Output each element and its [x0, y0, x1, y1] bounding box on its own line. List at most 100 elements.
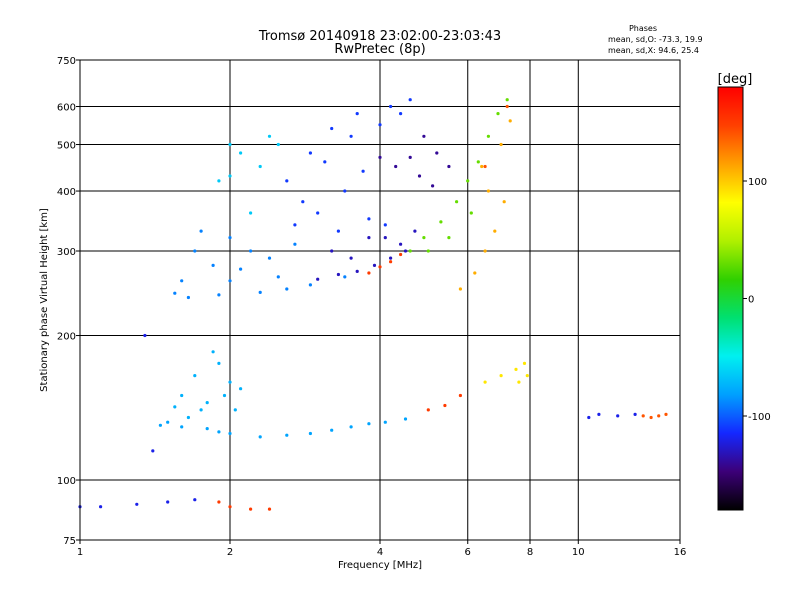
data-point [435, 151, 439, 155]
data-point [649, 415, 653, 420]
data-point [349, 425, 353, 429]
data-point [483, 164, 487, 169]
data-point [664, 412, 668, 416]
data-point [308, 431, 312, 436]
y-tick-label: 750 [57, 56, 76, 67]
data-point [222, 393, 227, 398]
data-point [285, 179, 289, 183]
data-point [355, 112, 359, 116]
data-point [205, 427, 209, 431]
data-point [228, 431, 232, 436]
data-point [383, 223, 387, 227]
data-point [439, 220, 443, 224]
data-point [217, 293, 221, 297]
data-point [367, 217, 371, 221]
data-point [499, 374, 503, 378]
data-point [443, 403, 447, 408]
data-point [330, 126, 334, 131]
data-point [228, 174, 232, 178]
data-point [349, 134, 353, 138]
data-point [217, 361, 221, 365]
data-point [389, 260, 393, 264]
data-point [389, 104, 393, 109]
chart-subtitle: RwPretec (8p) [334, 42, 425, 57]
data-point [422, 134, 426, 138]
y-tick-label: 100 [57, 476, 76, 487]
data-point [517, 380, 521, 384]
data-point [330, 249, 334, 253]
data-point [249, 211, 253, 215]
data-point [399, 252, 403, 257]
y-tick-labels: 75 100 200 300 400 500 600 750 [57, 56, 76, 547]
data-point [308, 283, 312, 287]
stats-line-x: mean, sd,X: 94.6, 25.4 [608, 46, 699, 55]
data-point [383, 420, 387, 424]
data-point [308, 151, 312, 155]
data-point [143, 333, 147, 338]
data-point [239, 267, 243, 271]
data-point [514, 367, 518, 371]
data-point [217, 179, 221, 183]
data-point [657, 414, 661, 418]
data-point [633, 412, 637, 416]
data-point [522, 361, 527, 365]
data-point [403, 249, 408, 253]
data-point [199, 229, 203, 233]
data-point [217, 430, 221, 434]
data-point [301, 200, 305, 204]
colorbar-tick-label: 100 [748, 177, 767, 188]
data-point [267, 256, 272, 260]
data-point [447, 236, 451, 240]
x-tick-labels: 1 2 4 6 8 10 16 [77, 547, 687, 558]
data-point [502, 200, 506, 204]
data-point [480, 164, 484, 169]
data-point [431, 184, 435, 188]
data-point [249, 507, 253, 511]
x-tick-label: 8 [527, 547, 533, 558]
colorbar-tick-label: 0 [748, 295, 754, 306]
data-point [323, 160, 327, 164]
y-tick-label: 500 [57, 141, 76, 152]
data-point [180, 279, 184, 283]
colorbar-label: [deg] [718, 72, 753, 87]
y-tick-label: 600 [57, 103, 76, 114]
data-point [426, 408, 430, 412]
plot-frame [79, 59, 681, 541]
colorbar-tick-label: -100 [748, 412, 771, 423]
data-point [233, 408, 237, 412]
data-point [193, 498, 197, 502]
grid [76, 59, 681, 544]
data-point [389, 256, 393, 260]
chart-title: Tromsø 20140918 23:02:00-23:03:43 [258, 29, 501, 44]
data-point [408, 98, 412, 102]
x-tick-label: 10 [572, 547, 585, 558]
data-point [447, 164, 451, 169]
data-point [285, 287, 289, 291]
y-tick-label: 75 [63, 536, 76, 547]
data-point [486, 134, 490, 138]
data-point [228, 279, 232, 283]
data-point [458, 287, 462, 291]
data-point [483, 249, 487, 253]
data-point [641, 414, 645, 418]
data-point [508, 119, 512, 123]
data-points [78, 98, 668, 511]
data-point [330, 428, 334, 432]
data-point [267, 507, 272, 511]
data-point [403, 417, 408, 421]
x-tick-label: 16 [674, 547, 687, 558]
data-point [173, 405, 177, 409]
x-axis-label: Frequency [MHz] [338, 560, 422, 571]
data-point [473, 271, 477, 275]
data-point [217, 500, 221, 504]
data-point [193, 249, 197, 253]
data-point [336, 272, 340, 277]
data-point [505, 98, 509, 102]
data-point [249, 249, 253, 253]
data-point [399, 112, 403, 116]
data-point [408, 249, 412, 253]
y-tick-label: 200 [57, 332, 76, 343]
data-point [399, 242, 403, 246]
data-point [466, 179, 470, 183]
